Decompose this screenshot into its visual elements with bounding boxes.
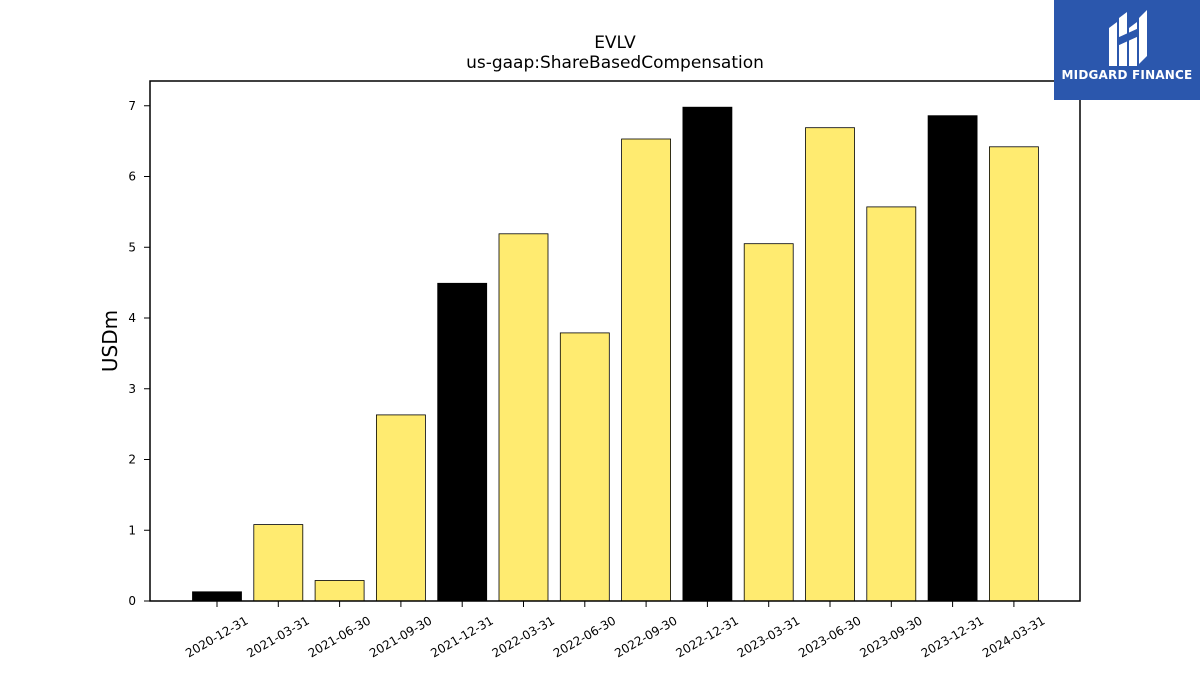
x-tick-label: 2023-09-30 — [857, 613, 924, 660]
y-tick-label: 4 — [128, 311, 136, 325]
bar-2023-12-31 — [927, 115, 978, 602]
y-tick-label: 7 — [128, 99, 136, 113]
x-tick-label: 2023-03-31 — [735, 613, 802, 660]
x-ticks-group: 2020-12-312021-03-312021-06-302021-09-30… — [183, 601, 1047, 660]
bar-2022-06-30 — [559, 332, 610, 602]
y-tick-label: 3 — [128, 382, 136, 396]
bar-2022-09-30 — [621, 138, 671, 602]
x-tick-label: 2020-12-31 — [183, 613, 250, 660]
y-tick-label: 1 — [128, 523, 136, 537]
x-tick-label: 2021-09-30 — [367, 613, 434, 660]
x-tick-label: 2021-03-31 — [244, 613, 311, 660]
bar-2023-03-31 — [743, 243, 794, 602]
y-tick-label: 6 — [128, 170, 136, 184]
bar-2024-03-31 — [989, 146, 1039, 602]
x-tick-label: 2021-12-31 — [428, 613, 495, 660]
y-tick-label: 2 — [128, 453, 136, 467]
midgard-monogram-icon — [1109, 10, 1147, 66]
y-tick-label: 0 — [128, 594, 136, 608]
y-axis-label: USDm — [98, 310, 122, 372]
bar-2021-03-31 — [253, 524, 304, 602]
midgard-finance-logo: MIDGARD FINANCE — [1054, 0, 1200, 100]
bars-group — [192, 106, 1039, 602]
y-tick-label: 5 — [128, 240, 136, 254]
bar-2023-09-30 — [866, 206, 917, 602]
x-tick-label: 2022-12-31 — [673, 613, 740, 660]
x-tick-label: 2023-06-30 — [796, 613, 863, 660]
bar-2022-03-31 — [498, 233, 549, 602]
x-tick-label: 2024-03-31 — [980, 613, 1047, 660]
x-tick-label: 2022-09-30 — [612, 613, 679, 660]
x-tick-label: 2023-12-31 — [919, 613, 986, 660]
plot-frame — [149, 80, 1081, 602]
bar-2022-12-31 — [682, 106, 733, 602]
bar-2021-12-31 — [437, 282, 488, 602]
bar-2020-12-31 — [192, 591, 242, 602]
x-tick-label: 2022-06-30 — [551, 613, 618, 660]
chart-title: EVLV — [594, 33, 636, 53]
bar-2023-06-30 — [805, 127, 855, 602]
bar-2021-06-30 — [314, 580, 365, 602]
bar-2021-09-30 — [375, 414, 426, 602]
y-ticks-group: 0 1 2 3 4 5 6 7 — [128, 99, 150, 608]
x-tick-label: 2022-03-31 — [490, 613, 557, 660]
chart-subtitle: us-gaap:ShareBasedCompensation — [466, 53, 764, 73]
logo-text: MIDGARD FINANCE — [1061, 68, 1193, 82]
x-tick-label: 2021-06-30 — [306, 613, 373, 660]
